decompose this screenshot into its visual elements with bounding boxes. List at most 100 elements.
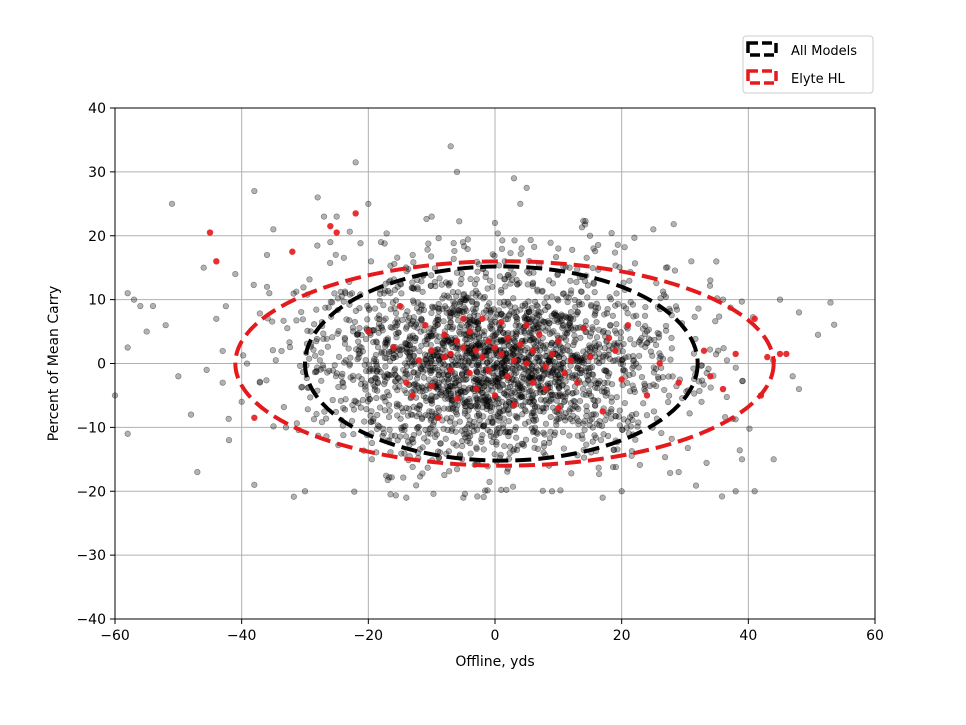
all-models-point (426, 359, 433, 367)
all-models-point (610, 357, 617, 365)
x-tick-label: −60 (100, 628, 130, 644)
all-models-point (474, 325, 481, 332)
all-models-point (478, 379, 486, 387)
all-models-point (691, 313, 698, 320)
all-models-point (424, 246, 431, 253)
all-models-point (374, 422, 382, 429)
all-models-point (548, 293, 555, 300)
all-models-point (460, 376, 467, 383)
all-models-point (365, 392, 372, 399)
all-models-point (496, 299, 503, 306)
all-models-point (568, 287, 575, 294)
all-models-point (713, 351, 720, 358)
all-models-point (480, 422, 488, 429)
all-models-point (432, 319, 439, 326)
all-models-point (410, 259, 417, 266)
all-models-point (445, 387, 452, 394)
all-models-point (476, 342, 483, 349)
all-models-point (410, 314, 417, 321)
all-models-point (466, 395, 473, 403)
all-models-point (313, 368, 320, 376)
elyte-hl-point (529, 379, 537, 386)
all-models-point (547, 357, 554, 364)
all-models-point (458, 427, 465, 434)
all-models-point (530, 429, 537, 436)
all-models-point (732, 364, 739, 371)
all-models-point (614, 241, 621, 248)
all-models-point (571, 402, 578, 410)
all-models-point (619, 426, 626, 433)
all-models-point (435, 235, 442, 242)
all-models-point (382, 338, 389, 346)
all-models-point (409, 279, 416, 286)
all-models-point (428, 303, 436, 310)
all-models-point (605, 409, 612, 416)
all-models-point (307, 394, 314, 401)
all-models-point (449, 425, 456, 432)
all-models-point (372, 374, 379, 381)
all-models-point (500, 329, 507, 336)
all-models-point (450, 440, 457, 447)
all-models-point (383, 374, 391, 382)
all-models-point (500, 406, 508, 414)
all-models-point (400, 474, 407, 481)
all-models-point (610, 446, 617, 453)
all-models-point (508, 365, 516, 372)
all-models-point (481, 328, 488, 335)
all-models-point (584, 294, 591, 301)
all-models-point (340, 254, 347, 261)
all-models-point (512, 333, 519, 340)
all-models-point (631, 260, 639, 267)
all-models-point (418, 315, 425, 322)
all-models-point (435, 305, 442, 312)
all-models-point (627, 336, 634, 343)
all-models-point (612, 357, 619, 364)
all-models-point (409, 284, 416, 291)
all-models-point (225, 437, 233, 444)
all-models-point (494, 375, 501, 382)
all-models-point (385, 413, 393, 421)
all-models-point (814, 331, 822, 338)
all-models-point (485, 397, 492, 405)
all-models-point (559, 312, 566, 319)
all-models-point (669, 373, 676, 380)
all-models-point (370, 365, 377, 373)
all-models-point (511, 389, 519, 396)
all-models-point (512, 313, 519, 320)
all-models-point (452, 382, 459, 389)
all-models-point (376, 404, 384, 411)
all-models-point (618, 488, 625, 495)
all-models-point (611, 249, 619, 256)
all-models-point (530, 408, 537, 415)
all-models-point (479, 329, 486, 336)
legend: All Models Elyte HL (742, 35, 874, 94)
all-models-point (527, 332, 534, 339)
all-models-point (372, 351, 380, 359)
all-models-point (464, 322, 471, 329)
all-models-point (606, 370, 613, 377)
all-models-point (513, 308, 520, 315)
all-models-point (588, 415, 595, 422)
all-models-point (306, 355, 313, 362)
all-models-point (646, 382, 653, 390)
all-models-point (554, 393, 562, 400)
all-models-point (706, 346, 714, 353)
all-models-point (573, 351, 581, 358)
all-models-point (380, 302, 387, 309)
all-models-point (519, 302, 526, 309)
all-models-point (391, 286, 398, 294)
all-models-point (596, 422, 603, 429)
all-models-point (393, 400, 400, 407)
all-models-point (770, 456, 777, 463)
all-models-point (567, 290, 574, 297)
all-models-point (599, 353, 607, 360)
all-models-point (672, 303, 680, 310)
all-models-point (272, 357, 279, 364)
all-models-point (466, 417, 473, 424)
all-models-point (365, 200, 372, 207)
all-models-point (548, 391, 555, 398)
y-tick-label: −40 (76, 612, 106, 628)
all-models-point (577, 355, 584, 362)
all-models-point (439, 371, 446, 378)
all-models-point (589, 371, 597, 378)
